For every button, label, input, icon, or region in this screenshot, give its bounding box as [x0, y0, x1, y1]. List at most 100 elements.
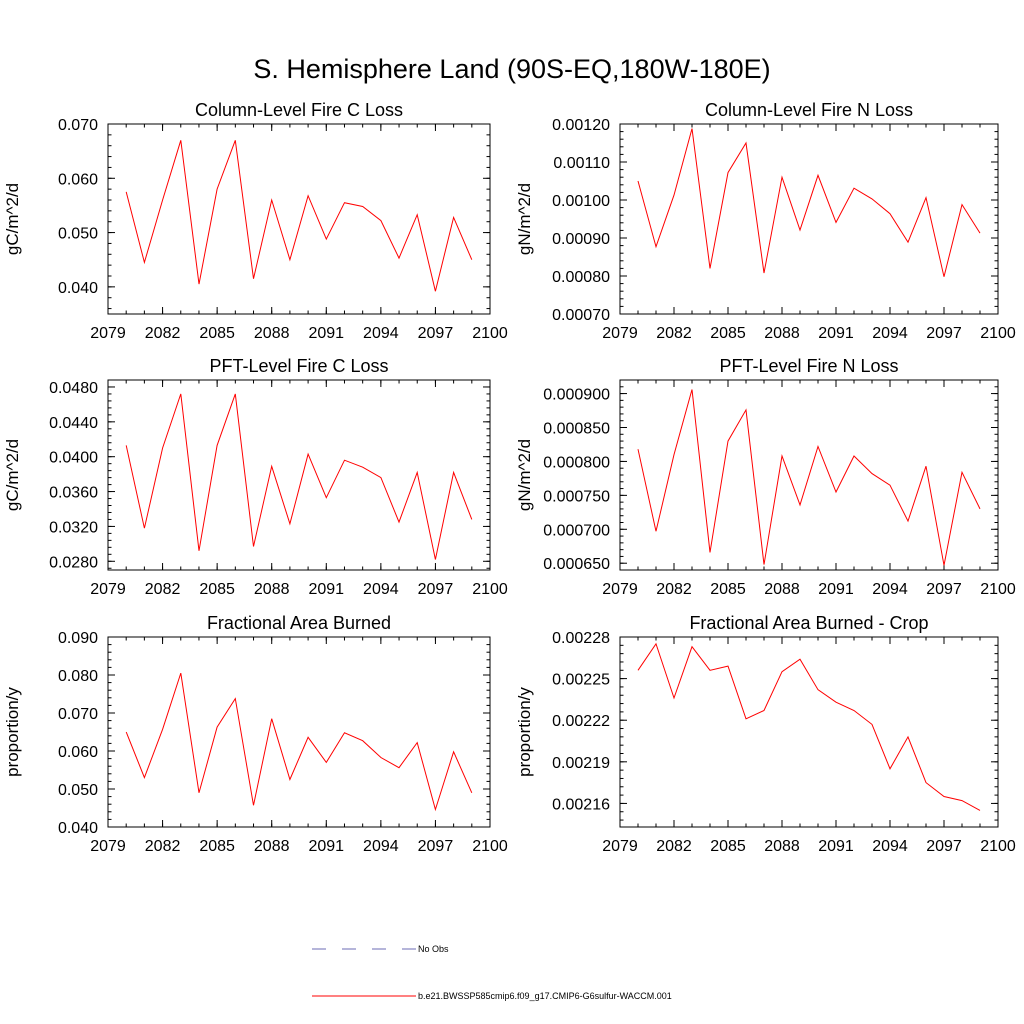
- series-line: [637, 389, 981, 566]
- y-tick-label: 0.060: [58, 744, 98, 761]
- x-tick-label: 2085: [710, 581, 746, 598]
- y-tick-label: 0.00070: [552, 307, 610, 324]
- x-tick-label: 2088: [764, 838, 800, 855]
- x-tick-label: 2088: [764, 325, 800, 342]
- x-tick-label: 2088: [254, 325, 290, 342]
- y-tick-label: 0.070: [58, 706, 98, 723]
- x-tick-label: 2097: [926, 838, 962, 855]
- x-tick-label: 2094: [872, 581, 908, 598]
- x-tick-label: 2079: [602, 581, 638, 598]
- y-tick-label: 0.060: [58, 171, 98, 188]
- x-tick-label: 2079: [602, 838, 638, 855]
- series-line: [637, 642, 981, 811]
- x-tick-label: 2085: [199, 838, 235, 855]
- y-tick-label: 0.050: [58, 226, 98, 243]
- x-tick-label: 2097: [926, 581, 962, 598]
- x-tick-label: 2097: [418, 325, 454, 342]
- x-tick-label: 2091: [818, 581, 854, 598]
- y-tick-label: 0.050: [58, 782, 98, 799]
- x-tick-label: 2097: [418, 581, 454, 598]
- x-tick-label: 2091: [308, 325, 344, 342]
- x-tick-label: 2100: [980, 838, 1016, 855]
- y-tick-label: 0.00219: [552, 755, 610, 772]
- x-tick-label: 2094: [872, 325, 908, 342]
- y-tick-label: 0.040: [58, 820, 98, 837]
- y-tick-label: 0.00120: [552, 117, 610, 134]
- x-tick-label: 2085: [710, 325, 746, 342]
- x-tick-label: 2082: [656, 325, 692, 342]
- x-tick-label: 2079: [90, 581, 126, 598]
- x-tick-label: 2100: [980, 325, 1016, 342]
- x-tick-label: 2079: [90, 325, 126, 342]
- y-tick-label: 0.000650: [543, 556, 610, 573]
- panel-title: PFT-Level Fire N Loss: [719, 356, 898, 376]
- y-tick-label: 0.000900: [543, 387, 610, 404]
- x-tick-label: 2097: [926, 325, 962, 342]
- series-line: [125, 140, 473, 292]
- x-tick-label: 2082: [145, 325, 181, 342]
- y-tick-label: 0.00110: [553, 155, 610, 172]
- plot-frame: [619, 123, 999, 315]
- x-tick-label: 2100: [472, 325, 508, 342]
- y-tick-label: 0.00228: [552, 630, 610, 647]
- y-tick-label: 0.000800: [543, 454, 610, 471]
- panels: Column-Level Fire C Loss 2079 2082 2085 2088…: [3, 100, 1016, 855]
- y-tick-label: 0.0360: [49, 485, 98, 502]
- panel-5: Fractional Area Burned 2079 2082 2085 2088 20…: [3, 613, 508, 855]
- y-axis-label: gN/m^2/d: [515, 183, 534, 255]
- y-tick-label: 0.00225: [552, 672, 610, 689]
- x-tick-label: 2082: [145, 838, 181, 855]
- x-tick-label: 2088: [764, 581, 800, 598]
- y-tick-label: 0.0280: [49, 554, 98, 571]
- panel-2: Column-Level Fire N Loss 2079 2082 2085 2088…: [515, 100, 1016, 342]
- x-tick-label: 2085: [199, 581, 235, 598]
- panel-title: Column-Level Fire C Loss: [195, 100, 403, 120]
- y-axis-label: gC/m^2/d: [3, 439, 22, 511]
- x-tick-label: 2094: [363, 325, 399, 342]
- x-tick-label: 2085: [710, 838, 746, 855]
- y-axis-label: proportion/y: [515, 687, 534, 777]
- legend-label-2: b.e21.BWSSP585cmip6.f09_g17.CMIP6-G6sulf…: [418, 991, 672, 1001]
- y-tick-label: 0.00080: [552, 269, 610, 286]
- figure-title: S. Hemisphere Land (90S-EQ,180W-180E): [253, 54, 770, 84]
- panel-title: PFT-Level Fire C Loss: [209, 356, 388, 376]
- x-tick-label: 2091: [818, 838, 854, 855]
- x-tick-label: 2091: [308, 838, 344, 855]
- y-tick-label: 0.000700: [543, 522, 610, 539]
- panel-1: Column-Level Fire C Loss 2079 2082 2085 2088…: [3, 100, 508, 342]
- x-tick-label: 2082: [656, 838, 692, 855]
- x-tick-label: 2097: [418, 838, 454, 855]
- y-axis-label: proportion/y: [3, 687, 22, 777]
- panel-title: Fractional Area Burned - Crop: [689, 613, 928, 633]
- y-axis-label: gN/m^2/d: [515, 439, 534, 511]
- x-tick-label: 2079: [602, 325, 638, 342]
- plot-frame: [107, 636, 491, 828]
- x-tick-label: 2100: [980, 581, 1016, 598]
- y-tick-label: 0.00222: [552, 713, 610, 730]
- y-tick-label: 0.0320: [49, 519, 98, 536]
- x-tick-label: 2094: [872, 838, 908, 855]
- y-tick-label: 0.000850: [543, 421, 610, 438]
- x-tick-label: 2094: [363, 838, 399, 855]
- x-tick-label: 2082: [145, 581, 181, 598]
- y-tick-label: 0.040: [58, 280, 98, 297]
- x-tick-label: 2091: [308, 581, 344, 598]
- panel-3: PFT-Level Fire C Loss 2079 2082 2085 2088 209…: [3, 356, 508, 598]
- x-tick-label: 2079: [90, 838, 126, 855]
- x-tick-label: 2088: [254, 838, 290, 855]
- x-tick-label: 2100: [472, 581, 508, 598]
- y-tick-label: 0.00100: [552, 193, 610, 210]
- y-tick-label: 0.000750: [543, 488, 610, 505]
- plot-frame: [107, 379, 491, 571]
- series-line: [125, 393, 473, 560]
- y-tick-label: 0.0480: [49, 380, 98, 397]
- series-line: [637, 128, 981, 277]
- legend: No Obs b.e21.BWSSP585cmip6.f09_g17.CMIP6-…: [312, 944, 672, 1001]
- y-axis-label: gC/m^2/d: [3, 183, 22, 255]
- panel-6: Fractional Area Burned - Crop 2079 2082 208…: [515, 613, 1016, 855]
- panel-title: Fractional Area Burned: [207, 613, 391, 633]
- y-tick-label: 0.0400: [49, 450, 98, 467]
- y-tick-label: 0.090: [58, 630, 98, 647]
- y-tick-label: 0.070: [58, 117, 98, 134]
